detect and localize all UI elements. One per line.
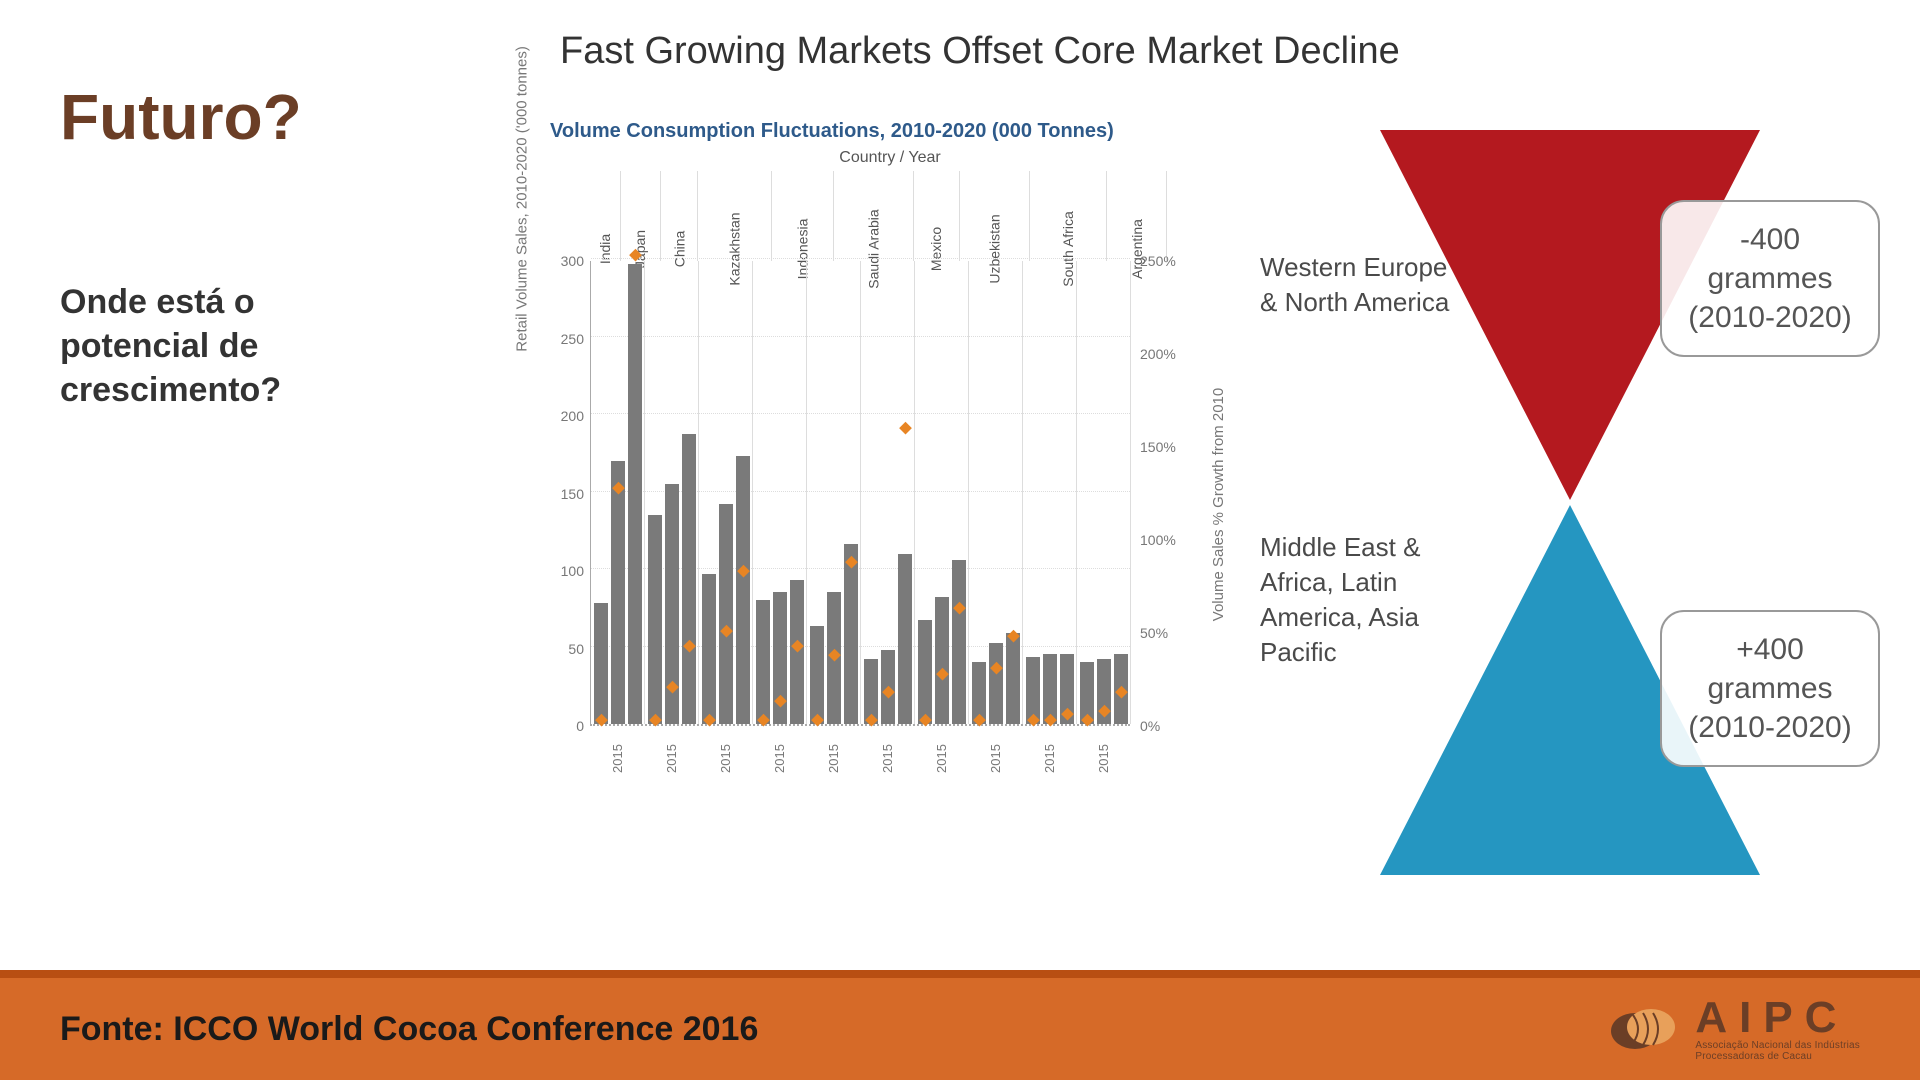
- bar: [952, 560, 966, 724]
- slide-title: Futuro?: [60, 80, 302, 154]
- country-label: China: [661, 171, 699, 261]
- x-tick-label: 2015: [644, 731, 698, 801]
- gridline: [591, 258, 1130, 259]
- region-label-1: Western Europe & North America: [1260, 250, 1460, 320]
- country-column: [699, 261, 753, 724]
- country-label: Kazakhstan: [698, 171, 772, 261]
- country-label: Argentina: [1107, 171, 1168, 261]
- country-label: Japan: [621, 171, 660, 261]
- country-label: South Africa: [1030, 171, 1107, 261]
- country-label: Indonesia: [772, 171, 834, 261]
- bar: [989, 643, 1003, 724]
- bar: [719, 504, 733, 724]
- bar: [935, 597, 949, 724]
- country-label: Mexico: [914, 171, 959, 261]
- chart-subtitle: Volume Consumption Fluctuations, 2010-20…: [550, 120, 1230, 143]
- bar: [702, 574, 716, 724]
- footer-bar: Fonte: ICCO World Cocoa Conference 2016 …: [0, 970, 1920, 1080]
- main-title: Fast Growing Markets Offset Core Market …: [560, 30, 1400, 73]
- bar: [844, 544, 858, 724]
- x-tick-label: 2015: [752, 731, 806, 801]
- x-tick-label: 2015: [1022, 731, 1076, 801]
- bar: [1006, 633, 1020, 724]
- bar: [736, 456, 750, 724]
- country-column: [807, 261, 861, 724]
- y-ticks-right: 0%50%100%150%200%250%: [1136, 261, 1190, 726]
- y-tick-right: 150%: [1140, 439, 1176, 455]
- bar: [898, 554, 912, 725]
- chart-top-axis-label: Country / Year: [550, 149, 1230, 167]
- country-column: [1077, 261, 1131, 724]
- x-tick-label: 2015: [1076, 731, 1130, 801]
- logo-sub-1: Associação Nacional das Indústrias: [1695, 1040, 1860, 1051]
- y-tick-left: 250: [561, 331, 584, 347]
- country-label: India: [590, 171, 621, 261]
- bar: [611, 461, 625, 725]
- y-tick-left: 50: [568, 641, 584, 657]
- y-axis-label-left: Retail Volume Sales, 2010-2020 ('000 ton…: [514, 46, 531, 352]
- country-column: [861, 261, 915, 724]
- y-ticks-left: 050100150200250300: [550, 261, 588, 726]
- x-tick-label: 2015: [590, 731, 644, 801]
- bar: [918, 620, 932, 724]
- callout-1: -400 grammes (2010-2020): [1660, 200, 1880, 357]
- footer-source: Fonte: ICCO World Cocoa Conference 2016: [60, 1010, 758, 1049]
- country-column: [1023, 261, 1077, 724]
- bar: [648, 515, 662, 724]
- chart-container: Retail Volume Sales, 2010-2020 ('000 ton…: [550, 171, 1190, 821]
- x-tick-label: 2015: [968, 731, 1022, 801]
- y-tick-right: 0%: [1140, 718, 1160, 734]
- y-tick-left: 300: [561, 253, 584, 269]
- country-column: [969, 261, 1023, 724]
- bar: [628, 264, 642, 724]
- x-labels-row: 2015201520152015201520152015201520152015: [590, 731, 1130, 801]
- y-tick-left: 0: [576, 718, 584, 734]
- y-tick-right: 100%: [1140, 532, 1176, 548]
- country-label: Uzbekistan: [960, 171, 1030, 261]
- infographic-area: Western Europe & North America Middle Ea…: [1260, 130, 1900, 830]
- x-tick-label: 2015: [698, 731, 752, 801]
- y-tick-right: 200%: [1140, 346, 1176, 362]
- chart-plot: [590, 261, 1130, 726]
- cocoa-pod-icon: [1607, 1001, 1679, 1057]
- y-tick-left: 200: [561, 408, 584, 424]
- bar: [682, 434, 696, 724]
- country-column: [645, 261, 699, 724]
- y-tick-left: 100: [561, 563, 584, 579]
- region-label-2: Middle East & Africa, Latin America, Asi…: [1260, 530, 1460, 670]
- slide-subtitle: Onde está o potencial de crescimento?: [60, 280, 390, 413]
- y-tick-left: 150: [561, 486, 584, 502]
- chart-area: Volume Consumption Fluctuations, 2010-20…: [550, 120, 1230, 821]
- y-axis-label-right: Volume Sales % Growth from 2010: [1210, 388, 1227, 621]
- y-tick-right: 50%: [1140, 625, 1168, 641]
- logo-main: AIPC: [1695, 996, 1860, 1040]
- bar: [756, 600, 770, 724]
- callout-2: +400 grammes (2010-2020): [1660, 610, 1880, 767]
- logo-area: AIPC Associação Nacional das Indústrias …: [1607, 996, 1860, 1062]
- country-column: [753, 261, 807, 724]
- country-column: [915, 261, 969, 724]
- country-label: Saudi Arabia: [834, 171, 914, 261]
- logo-text: AIPC Associação Nacional das Indústrias …: [1695, 996, 1860, 1062]
- x-tick-label: 2015: [914, 731, 968, 801]
- bar: [594, 603, 608, 724]
- scatter-dot: [899, 422, 912, 435]
- bar: [810, 626, 824, 724]
- x-tick-label: 2015: [806, 731, 860, 801]
- logo-sub-2: Processadoras de Cacau: [1695, 1051, 1860, 1062]
- x-tick-label: 2015: [860, 731, 914, 801]
- y-tick-right: 250%: [1140, 253, 1176, 269]
- country-labels-row: IndiaJapanChinaKazakhstanIndonesiaSaudi …: [590, 171, 1130, 261]
- country-column: [591, 261, 645, 724]
